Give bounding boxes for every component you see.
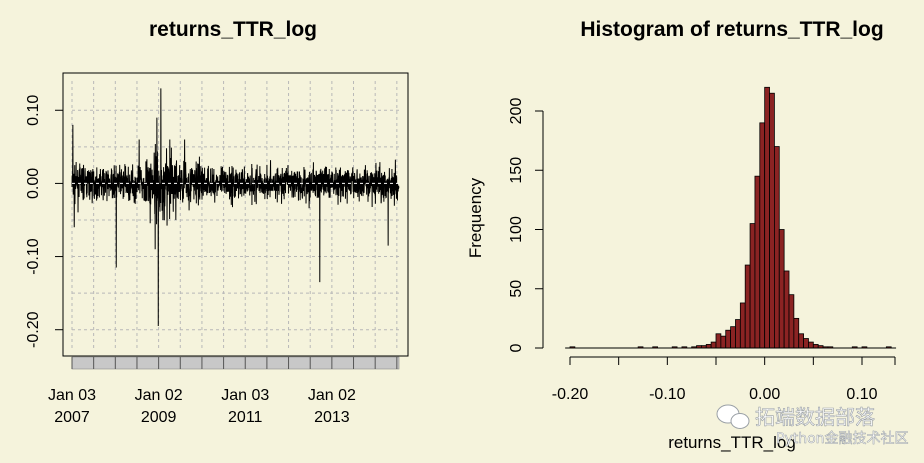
timeseries-y-axis: -0.20 -0.10 0.00 0.10 (25, 95, 64, 348)
histogram-panel: Histogram of returns_TTR_log 0 50 100 150 20… (466, 18, 897, 452)
wechat-icon (716, 404, 750, 429)
histogram-bar (710, 341, 717, 349)
histogram-bar (774, 146, 780, 349)
watermark: 拓端数据部落 Python金融技术社区 (716, 404, 909, 447)
timeseries-y-tick-label: -0.20 (25, 311, 42, 348)
watermark-main-text: 拓端数据部落 (755, 405, 875, 429)
timeseries-x-tick-label: Jan 03 (48, 387, 96, 404)
timeseries-line (71, 88, 400, 327)
histogram-bar (769, 92, 775, 349)
histogram-bar (749, 223, 756, 349)
histogram-bar (808, 341, 814, 349)
histogram-y-tick-label: 0 (508, 343, 525, 352)
histogram-bar (764, 86, 770, 349)
timeseries-x-tick-label: Jan 02 (308, 387, 356, 404)
histogram-bars (565, 86, 897, 349)
histogram-y-tick-label: 50 (508, 280, 525, 298)
histogram-bar (705, 344, 712, 349)
timeseries-x-axis: Jan 03 2007 Jan 02 2009 Jan 03 2011 Jan 02 2013 (48, 387, 356, 426)
histogram-y-tick-label: 200 (508, 98, 525, 125)
timeseries-y-tick-label: 0.10 (25, 95, 42, 126)
histogram-bar (812, 344, 819, 349)
histogram-x-tick-label: -0.20 (552, 386, 589, 403)
histogram-bar (793, 317, 800, 349)
timeseries-x-tick-label: Jan 03 (221, 387, 269, 404)
histogram-bar (759, 122, 766, 349)
histogram-x-tick-label: -0.10 (649, 386, 686, 403)
histogram-bar (754, 175, 761, 349)
histogram-bar (725, 329, 732, 349)
timeseries-title: returns_TTR_log (149, 18, 317, 41)
timeseries-panel: returns_TTR_log -0.20 -0.10 0.00 0.10 Jan 0… (25, 18, 409, 426)
timeseries-x-tick-label: Jan 02 (135, 387, 183, 404)
histogram-bar (720, 335, 727, 349)
histogram-bar (788, 294, 795, 349)
timeseries-y-tick-label: 0.00 (25, 168, 42, 199)
histogram-bar (778, 229, 785, 349)
histogram-title: Histogram of returns_TTR_log (580, 18, 883, 41)
histogram-bar (783, 270, 790, 349)
histogram-y-tick-label: 100 (508, 216, 525, 243)
histogram-bar (735, 319, 741, 349)
histogram-x-tick-label: 0.10 (846, 386, 877, 403)
histogram-bar (715, 333, 722, 349)
histogram-x-axis: -0.20 -0.10 0.00 0.10 (552, 356, 896, 403)
timeseries-date-band (71, 356, 400, 370)
histogram-x-tick-label: 0.00 (749, 386, 780, 403)
histogram-bar (739, 302, 746, 349)
histogram-bar (730, 326, 736, 349)
timeseries-x-tick-label-year: 2009 (141, 409, 177, 426)
histogram-bar (744, 264, 751, 349)
histogram-y-tick-label: 150 (508, 157, 525, 184)
histogram-x-label: returns_TTR_log (668, 433, 796, 452)
timeseries-y-tick-label: -0.10 (25, 238, 42, 275)
timeseries-x-tick-label-year: 2007 (54, 409, 90, 426)
watermark-sub-text: Python金融技术社区 (776, 431, 909, 447)
timeseries-x-tick-label-year: 2011 (228, 409, 263, 426)
histogram-y-label: Frequency (466, 177, 485, 258)
timeseries-grid (71, 81, 399, 348)
timeseries-date-band-fill (71, 356, 400, 370)
histogram-bar (803, 338, 809, 349)
histogram-bar (798, 333, 805, 349)
timeseries-x-tick-label-year: 2013 (314, 409, 350, 426)
histogram-y-axis: 0 50 100 150 200 (508, 98, 544, 352)
